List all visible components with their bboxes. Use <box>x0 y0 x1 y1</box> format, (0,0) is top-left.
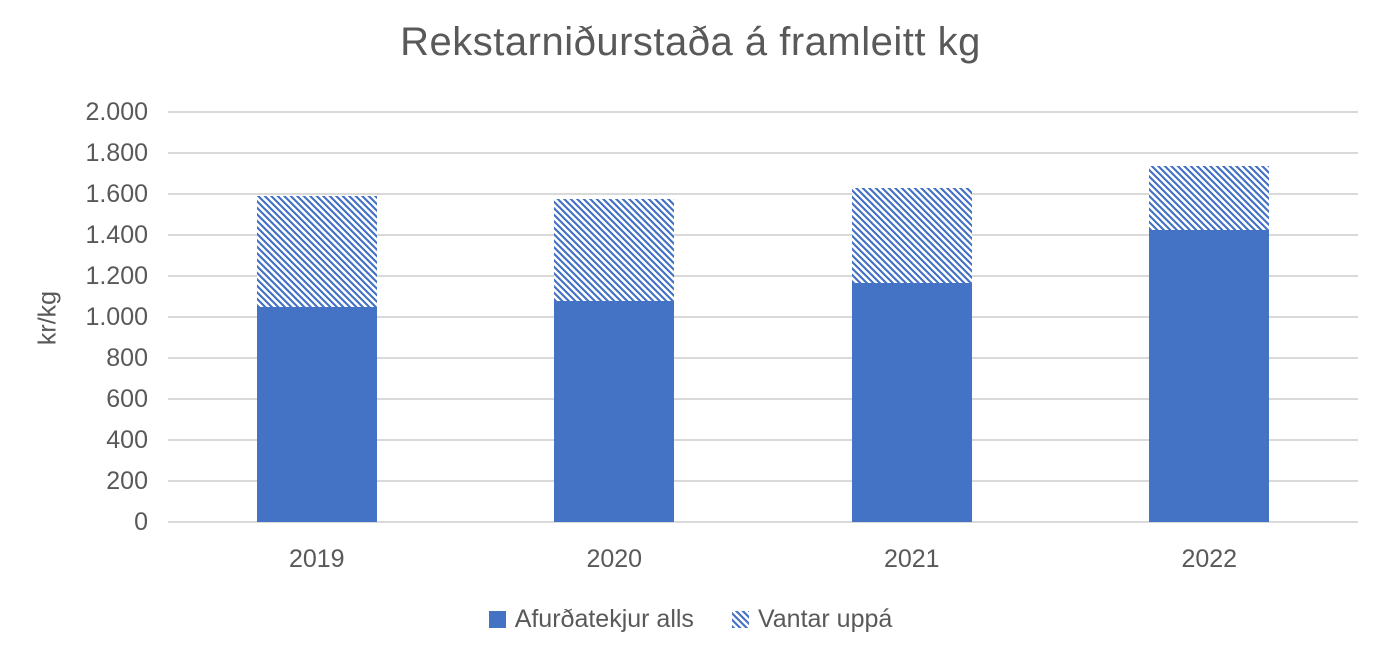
gridline <box>168 275 1358 277</box>
plot-area <box>168 111 1358 523</box>
legend-swatch-solid-blue <box>488 611 506 628</box>
gridline <box>168 316 1358 318</box>
legend-item-afurdatekjur-alls: Afurðatekjur alls <box>488 605 694 634</box>
bar-segment-hatch-2021 <box>851 187 972 284</box>
x-axis-label-2020: 2020 <box>586 545 643 573</box>
gridline <box>168 152 1358 154</box>
gridline <box>168 439 1358 441</box>
x-axis-label-2019: 2019 <box>288 545 345 573</box>
bar-segment-solid-2019 <box>256 306 377 522</box>
bar-segment-hatch-2020 <box>554 199 675 301</box>
y-tick-label: 1.200 <box>85 262 148 290</box>
gridline <box>168 357 1358 359</box>
y-tick-label: 200 <box>106 467 148 495</box>
legend-swatch-hatched-blue <box>731 611 749 628</box>
y-tick-label: 1.600 <box>85 180 148 208</box>
y-tick-label: 1.000 <box>85 303 148 331</box>
bar-segment-solid-2020 <box>554 300 675 522</box>
y-tick-label: 800 <box>106 344 148 372</box>
bar-segment-hatch-2019 <box>256 196 377 307</box>
bar-segment-hatch-2022 <box>1149 166 1270 230</box>
y-tick-label: 600 <box>106 385 148 413</box>
chart-title: Rekstarniðurstaða á framleitt kg <box>400 20 981 64</box>
x-axis-label-2022: 2022 <box>1181 545 1238 573</box>
legend: Afurðatekjur alls Vantar uppá <box>0 605 1381 634</box>
legend-label-vantar-uppa: Vantar uppá <box>757 605 893 633</box>
gridline <box>168 398 1358 400</box>
legend-label-afurdatekjur-alls: Afurðatekjur alls <box>514 605 694 633</box>
y-tick-label: 1.800 <box>85 139 148 167</box>
y-tick-label: 400 <box>106 426 148 454</box>
bar-segment-solid-2021 <box>851 283 972 522</box>
y-tick-label: 0 <box>134 508 148 536</box>
gridline <box>168 234 1358 236</box>
gridline <box>168 111 1358 113</box>
legend-item-vantar-uppa: Vantar uppá <box>731 605 893 634</box>
gridline <box>168 193 1358 195</box>
bar-segment-solid-2022 <box>1149 229 1270 522</box>
x-axis-label-2021: 2021 <box>883 545 940 573</box>
y-tick-label: 1.400 <box>85 221 148 249</box>
gridline <box>168 480 1358 482</box>
y-tick-label: 2.000 <box>85 98 148 126</box>
gridline <box>168 521 1358 523</box>
